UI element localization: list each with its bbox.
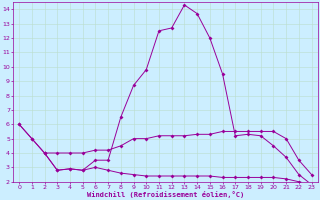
X-axis label: Windchill (Refroidissement éolien,°C): Windchill (Refroidissement éolien,°C) xyxy=(87,191,244,198)
